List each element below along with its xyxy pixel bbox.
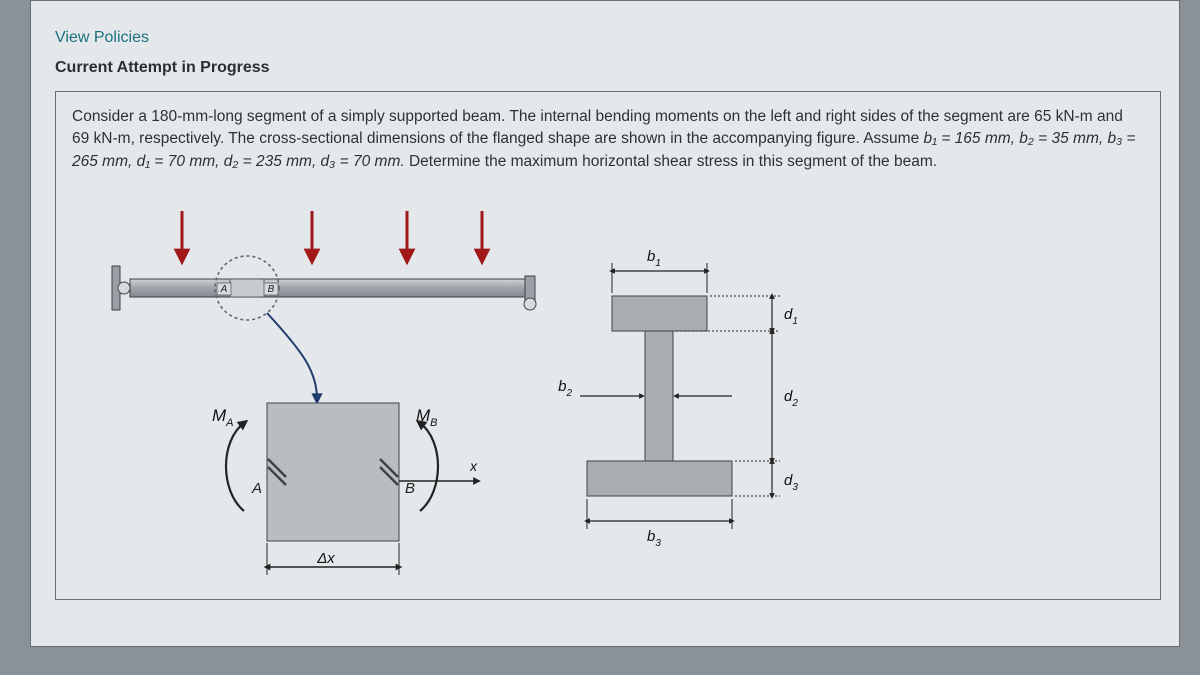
svg-text:MB: MB xyxy=(416,406,438,429)
label-b1: b xyxy=(647,248,655,265)
problem-text: Consider a 180-mm-long segment of a simp… xyxy=(72,106,1144,173)
label-ma-sub: A xyxy=(225,417,233,429)
label-x: x xyxy=(469,458,478,474)
label-b2-sub: 2 xyxy=(565,388,572,399)
label-b1-sub: 1 xyxy=(655,258,661,269)
svg-text:d3: d3 xyxy=(784,472,798,493)
label-b: B xyxy=(405,480,415,497)
problem-statement-box: Consider a 180-mm-long segment of a simp… xyxy=(55,91,1161,600)
beam-side-view: A B xyxy=(112,211,536,399)
svg-text:d2: d2 xyxy=(784,388,798,409)
segment-free-body: A B MA MB x xyxy=(212,403,478,575)
view-policies-link[interactable]: View Policies xyxy=(55,29,1161,47)
beam-diagram: A B xyxy=(72,191,832,591)
label-b3-sub: 3 xyxy=(655,538,661,549)
svg-text:b1: b1 xyxy=(647,248,661,269)
cross-section: b1 b2 b3 xyxy=(558,248,798,549)
figure-area: A B xyxy=(72,191,1144,591)
content-panel: View Policies Current Attempt in Progres… xyxy=(30,0,1180,647)
svg-text:b2: b2 xyxy=(558,378,572,399)
label-b-small: B xyxy=(268,284,275,295)
label-b2: b xyxy=(558,378,566,395)
svg-text:b3: b3 xyxy=(647,528,661,549)
attempt-status: Current Attempt in Progress xyxy=(55,59,1161,77)
label-a-small: A xyxy=(220,284,228,295)
svg-text:d1: d1 xyxy=(784,306,798,327)
label-mb-sub: B xyxy=(430,417,437,429)
label-b3: b xyxy=(647,528,655,545)
label-d3-sub: 3 xyxy=(792,482,798,493)
svg-text:MA: MA xyxy=(212,406,234,429)
label-a: A xyxy=(251,480,262,497)
problem-task: Determine the maximum horizontal shear s… xyxy=(405,153,937,170)
label-mb: M xyxy=(416,406,431,425)
label-d2-sub: 2 xyxy=(791,398,798,409)
label-ma: M xyxy=(212,406,227,425)
label-d1-sub: 1 xyxy=(792,316,798,327)
label-dx: Δx xyxy=(316,550,335,567)
